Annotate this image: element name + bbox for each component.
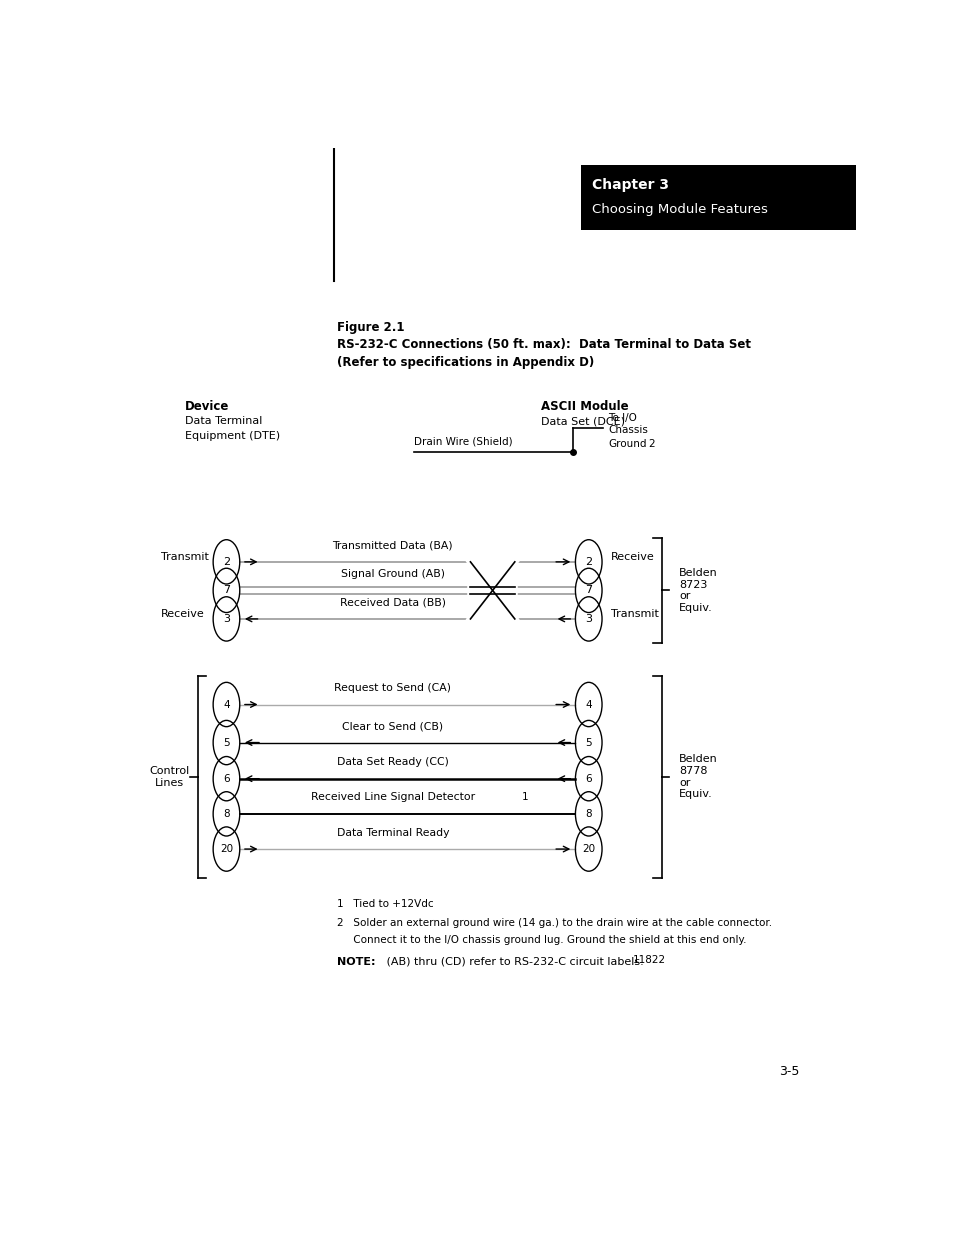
Text: Belden
8778
or
Equiv.: Belden 8778 or Equiv.: [679, 755, 717, 799]
Text: RS-232-C Connections (50 ft. max):  Data Terminal to Data Set: RS-232-C Connections (50 ft. max): Data …: [337, 338, 751, 352]
Text: 5: 5: [585, 737, 592, 747]
Text: 8: 8: [585, 809, 592, 819]
Text: To I/O: To I/O: [607, 412, 637, 424]
Text: Belden
8723
or
Equiv.: Belden 8723 or Equiv.: [679, 568, 717, 613]
Text: Drain Wire (Shield): Drain Wire (Shield): [413, 437, 512, 447]
Text: 2: 2: [647, 438, 654, 448]
Text: Receive: Receive: [160, 609, 204, 619]
Text: Control
Lines: Control Lines: [150, 766, 190, 788]
Text: 20: 20: [219, 844, 233, 855]
FancyBboxPatch shape: [580, 165, 855, 230]
Text: 7: 7: [223, 585, 230, 595]
Text: Figure 2.1: Figure 2.1: [337, 321, 404, 335]
Text: Ground: Ground: [607, 438, 646, 448]
Text: Chassis: Chassis: [607, 425, 647, 436]
Text: Transmit: Transmit: [610, 609, 659, 619]
Text: 20: 20: [581, 844, 595, 855]
Text: Received Line Signal Detector: Received Line Signal Detector: [311, 793, 475, 803]
Text: Request to Send (CA): Request to Send (CA): [334, 683, 451, 693]
Text: 6: 6: [585, 773, 592, 784]
Text: Data Terminal Ready: Data Terminal Ready: [336, 827, 449, 837]
Text: Transmitted Data (BA): Transmitted Data (BA): [333, 541, 453, 551]
Text: Received Data (BB): Received Data (BB): [339, 598, 445, 608]
Text: Signal Ground (AB): Signal Ground (AB): [340, 569, 444, 579]
Text: 8: 8: [223, 809, 230, 819]
Text: 2: 2: [223, 557, 230, 567]
Text: Connect it to the I/O chassis ground lug. Ground the shield at this end only.: Connect it to the I/O chassis ground lug…: [337, 935, 746, 945]
Text: Device: Device: [185, 400, 229, 414]
Text: 1   Tied to +12Vdc: 1 Tied to +12Vdc: [337, 899, 434, 909]
Text: 3: 3: [584, 614, 592, 624]
Text: 7: 7: [584, 585, 592, 595]
Text: 3: 3: [223, 614, 230, 624]
Text: Clear to Send (CB): Clear to Send (CB): [342, 721, 443, 731]
Text: 5: 5: [223, 737, 230, 747]
Text: 4: 4: [585, 699, 592, 709]
Text: 3-5: 3-5: [779, 1066, 799, 1078]
Text: (AB) thru (CD) refer to RS-232-C circuit labels.: (AB) thru (CD) refer to RS-232-C circuit…: [383, 957, 643, 967]
Text: 6: 6: [223, 773, 230, 784]
Text: Data Set (DCE): Data Set (DCE): [540, 416, 624, 426]
Text: ASCII Module: ASCII Module: [540, 400, 628, 414]
Text: Equipment (DTE): Equipment (DTE): [185, 431, 280, 441]
Text: Data Terminal: Data Terminal: [185, 416, 262, 426]
Text: 2   Solder an external ground wire (14 ga.) to the drain wire at the cable conne: 2 Solder an external ground wire (14 ga.…: [337, 919, 772, 929]
Text: 1: 1: [521, 793, 528, 803]
Text: 4: 4: [223, 699, 230, 709]
Text: Choosing Module Features: Choosing Module Features: [591, 204, 767, 216]
Text: (Refer to specifications in Appendix D): (Refer to specifications in Appendix D): [337, 356, 594, 368]
Text: Transmit: Transmit: [160, 552, 209, 562]
Text: 11822: 11822: [633, 955, 665, 965]
Text: Receive: Receive: [610, 552, 654, 562]
Text: 2: 2: [584, 557, 592, 567]
Text: Chapter 3: Chapter 3: [591, 178, 668, 191]
Text: NOTE:: NOTE:: [337, 957, 375, 967]
Text: Data Set Ready (CC): Data Set Ready (CC): [336, 757, 448, 767]
